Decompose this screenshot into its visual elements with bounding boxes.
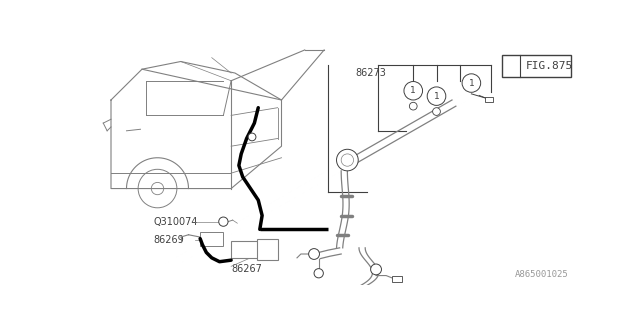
Circle shape: [371, 264, 381, 275]
Text: 86273: 86273: [355, 68, 386, 78]
Circle shape: [314, 268, 323, 278]
FancyBboxPatch shape: [502, 55, 571, 77]
Circle shape: [462, 74, 481, 92]
Circle shape: [505, 59, 518, 73]
Circle shape: [337, 149, 358, 171]
Text: A865001025: A865001025: [515, 270, 568, 279]
Text: 1: 1: [509, 62, 515, 71]
Text: 1: 1: [468, 78, 474, 88]
FancyBboxPatch shape: [257, 239, 278, 260]
Circle shape: [404, 82, 422, 100]
Circle shape: [308, 249, 319, 260]
Text: 86267: 86267: [231, 264, 262, 275]
FancyBboxPatch shape: [392, 276, 402, 282]
Circle shape: [433, 108, 440, 116]
Text: 1: 1: [410, 86, 416, 95]
Text: 86269: 86269: [154, 235, 184, 245]
Text: Q310074: Q310074: [154, 217, 198, 227]
Text: FIG.875: FIG.875: [526, 61, 573, 71]
Circle shape: [428, 87, 446, 105]
Text: 1: 1: [434, 92, 440, 101]
FancyBboxPatch shape: [200, 232, 223, 246]
Circle shape: [410, 102, 417, 110]
FancyBboxPatch shape: [485, 97, 493, 101]
Circle shape: [219, 217, 228, 226]
FancyBboxPatch shape: [231, 241, 259, 258]
Circle shape: [248, 133, 256, 141]
